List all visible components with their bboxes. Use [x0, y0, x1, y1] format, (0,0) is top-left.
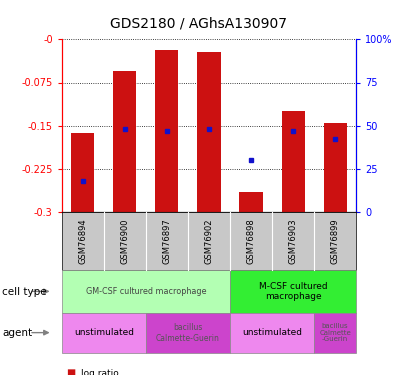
Text: GM-CSF cultured macrophage: GM-CSF cultured macrophage	[86, 287, 206, 296]
Text: unstimulated: unstimulated	[74, 328, 134, 338]
Bar	[324, 123, 347, 212]
Text: M-CSF cultured
macrophage: M-CSF cultured macrophage	[259, 282, 328, 301]
Bar	[281, 111, 305, 212]
Text: GSM76899: GSM76899	[331, 218, 339, 264]
Text: GSM76897: GSM76897	[162, 218, 172, 264]
Text: GDS2180 / AGhsA130907: GDS2180 / AGhsA130907	[111, 17, 287, 31]
Text: GSM76894: GSM76894	[78, 218, 87, 264]
Bar	[155, 50, 178, 212]
Bar	[240, 192, 263, 212]
Text: bacillus
Calmette-Guerin: bacillus Calmette-Guerin	[156, 323, 220, 342]
Text: log ratio: log ratio	[81, 369, 119, 375]
Text: unstimulated: unstimulated	[242, 328, 302, 338]
Text: GSM76902: GSM76902	[205, 218, 213, 264]
Text: GSM76900: GSM76900	[120, 218, 129, 264]
Text: ■: ■	[66, 368, 75, 375]
Bar	[71, 133, 94, 212]
Text: GSM76898: GSM76898	[246, 218, 256, 264]
Text: cell type: cell type	[2, 286, 47, 297]
Text: agent: agent	[2, 328, 32, 338]
Text: bacillus
Calmette
-Guerin: bacillus Calmette -Guerin	[319, 323, 351, 342]
Bar	[113, 71, 137, 212]
Bar	[197, 52, 220, 212]
Text: GSM76903: GSM76903	[289, 218, 298, 264]
